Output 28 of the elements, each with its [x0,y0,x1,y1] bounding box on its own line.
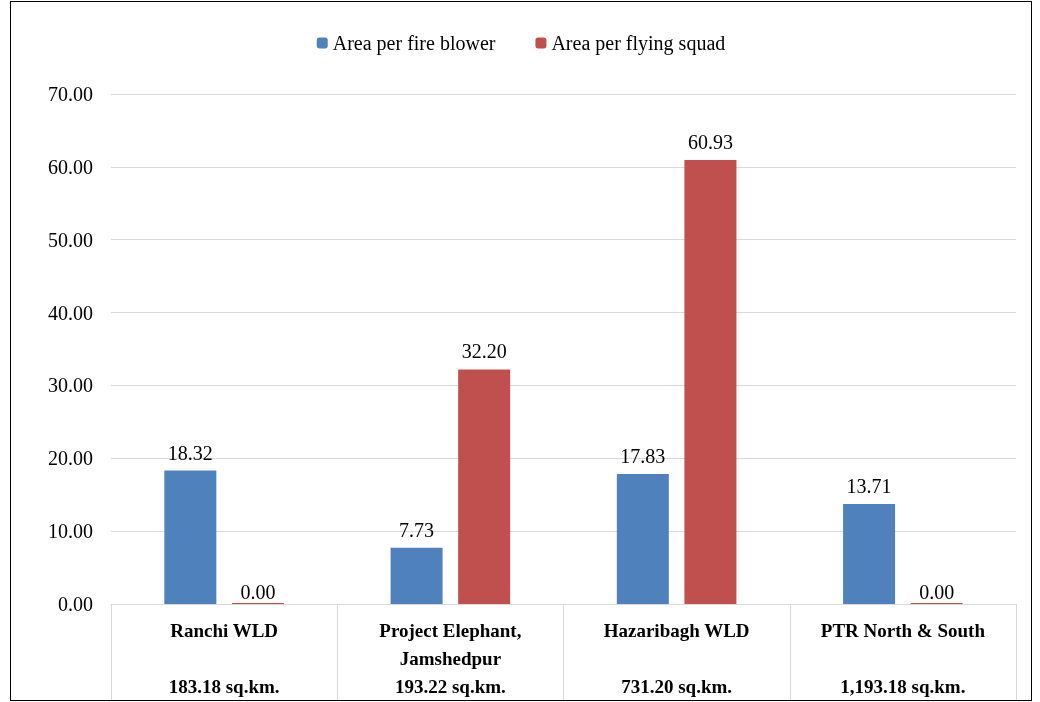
data-label: 7.73 [399,518,435,541]
bar [390,547,443,604]
bar [458,369,511,604]
data-label: 18.32 [167,441,213,464]
y-tick-label: 10.00 [48,520,93,543]
bar [684,160,737,604]
data-label: 17.83 [620,445,666,468]
y-tick-label: 50.00 [48,228,93,251]
data-label: 13.71 [846,475,892,498]
data-label: 0.00 [919,581,955,603]
x-tick-label: Project Elephant, Jamshedpur 193.22 sq.km. [379,619,522,697]
y-tick-label: 40.00 [48,301,93,324]
y-tick-label: 0.00 [58,593,93,615]
category-label: Hazaribagh WLD 731.20 sq.km. [603,619,750,697]
data-label: 0.00 [240,581,276,603]
y-tick-label: 60.00 [48,155,93,178]
y-tick-label: 70.00 [48,83,93,105]
category-label: PTR North & South 1,193.18 sq.km. [820,619,985,697]
data-label: 60.93 [687,131,733,154]
bar [616,474,669,604]
y-tick-label: 30.00 [48,374,93,397]
category-label: Ranchi WLD 183.18 sq.km. [168,619,280,697]
bar [843,504,896,604]
legend-label: Area per fire blower [332,32,496,55]
bar [164,470,217,604]
data-label: 32.20 [461,340,507,363]
y-tick-label: 20.00 [48,447,93,470]
legend-label: Area per flying squad [551,32,726,55]
